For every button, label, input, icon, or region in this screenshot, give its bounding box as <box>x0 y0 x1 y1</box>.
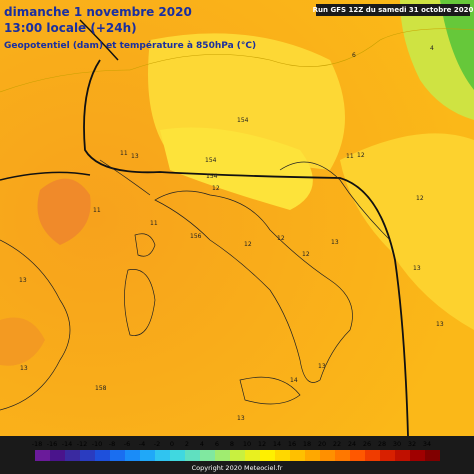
map-label: 12 <box>244 241 252 248</box>
scale-label: 6 <box>215 440 219 448</box>
cold-zone <box>440 0 474 90</box>
map-label: 13 <box>331 239 339 246</box>
scale-swatch <box>170 450 185 461</box>
hot-zone <box>0 317 45 366</box>
scale-label: 14 <box>273 440 281 448</box>
scale-label: 0 <box>170 440 174 448</box>
scale-label: 22 <box>333 440 341 448</box>
scale-swatch <box>200 450 215 461</box>
hot-zone <box>37 178 91 245</box>
scale-swatch <box>125 450 140 461</box>
scale-swatch <box>50 450 65 461</box>
scale-swatch <box>290 450 305 461</box>
date: dimanche 1 novembre 2020 <box>4 5 192 19</box>
map-label: 13 <box>413 265 421 272</box>
scale-swatch <box>230 450 245 461</box>
isotherm <box>0 28 474 93</box>
scale-label: 30 <box>393 440 401 448</box>
geopotential-contour <box>0 171 91 181</box>
map-label: 11 <box>93 207 101 214</box>
scale-label: -4 <box>139 440 145 448</box>
warm-zone <box>340 133 474 330</box>
scale-swatch <box>95 450 110 461</box>
scale-label: -16 <box>47 440 58 448</box>
scale-label: -8 <box>109 440 115 448</box>
map-label: 11 <box>120 150 128 157</box>
scale-swatch <box>35 450 50 461</box>
map-label: 11 <box>346 153 354 160</box>
copyright: Copyright 2020 Meteociel.fr <box>192 464 283 472</box>
map-label: 158 <box>95 385 107 392</box>
scale-swatch <box>365 450 380 461</box>
map-label: 14 <box>290 377 298 384</box>
map-label: 12 <box>212 185 220 192</box>
scale-label: -10 <box>92 440 103 448</box>
geopotential-contour <box>79 19 119 61</box>
scale-swatch <box>215 450 230 461</box>
scale-swatch <box>395 450 410 461</box>
geopotential-contour <box>83 59 409 437</box>
scale-swatch <box>350 450 365 461</box>
scale-label: 34 <box>423 440 431 448</box>
subtitle: Geopotentiel (dam) et température à 850h… <box>4 40 256 51</box>
map-label: 13 <box>318 363 326 370</box>
scale-label: -18 <box>32 440 43 448</box>
map-label: 4 <box>430 45 434 52</box>
map-label: 12 <box>416 195 424 202</box>
scale-label: 12 <box>258 440 266 448</box>
run-box <box>316 4 470 16</box>
scale-swatch <box>260 450 275 461</box>
scale-label: 24 <box>348 440 356 448</box>
scale-swatch <box>155 450 170 461</box>
scale-label: 4 <box>200 440 204 448</box>
map-label: 12 <box>302 251 310 258</box>
scale-swatch <box>140 450 155 461</box>
scale-swatch <box>275 450 290 461</box>
map-label: 154 <box>205 157 217 164</box>
scale-swatch <box>110 450 125 461</box>
map-label: 13 <box>19 277 27 284</box>
run-info: Run GFS 12Z du samedi 31 octobre 2020 <box>313 6 474 14</box>
scale-label: 32 <box>408 440 416 448</box>
scale-label: -14 <box>62 440 73 448</box>
map-label: 6 <box>352 52 356 59</box>
map-label: 154 <box>237 117 249 124</box>
scale-swatch <box>425 450 440 461</box>
scale-swatch <box>80 450 95 461</box>
coastlines <box>0 159 391 411</box>
map-label: 13 <box>20 365 28 372</box>
scale-swatch <box>305 450 320 461</box>
scale-swatch <box>65 450 80 461</box>
map-label: 13 <box>237 415 245 422</box>
scale-label: 16 <box>288 440 296 448</box>
map-label: 154 <box>206 173 218 180</box>
scale-swatch <box>320 450 335 461</box>
scale-label: 18 <box>303 440 311 448</box>
map-label: 12 <box>357 152 365 159</box>
scale-label: 10 <box>243 440 251 448</box>
cool-zone <box>160 127 313 210</box>
map-label: 12 <box>277 235 285 242</box>
scale-label: -12 <box>77 440 88 448</box>
scale-label: -2 <box>154 440 160 448</box>
scale-label: 8 <box>230 440 234 448</box>
time: 13:00 locale (+24h) <box>4 21 137 35</box>
scale-label: 28 <box>378 440 386 448</box>
scale-swatch <box>335 450 350 461</box>
scale-swatch <box>245 450 260 461</box>
scale-label: 26 <box>363 440 371 448</box>
scale-label: 20 <box>318 440 326 448</box>
scale-swatch <box>410 450 425 461</box>
scale-swatch <box>185 450 200 461</box>
scale-label: -6 <box>124 440 130 448</box>
map-label: 156 <box>190 233 202 240</box>
scale-swatch <box>380 450 395 461</box>
scale-label: 2 <box>185 440 189 448</box>
map-label: 13 <box>131 153 139 160</box>
map-label: 11 <box>150 220 158 227</box>
map-label: 13 <box>436 321 444 328</box>
